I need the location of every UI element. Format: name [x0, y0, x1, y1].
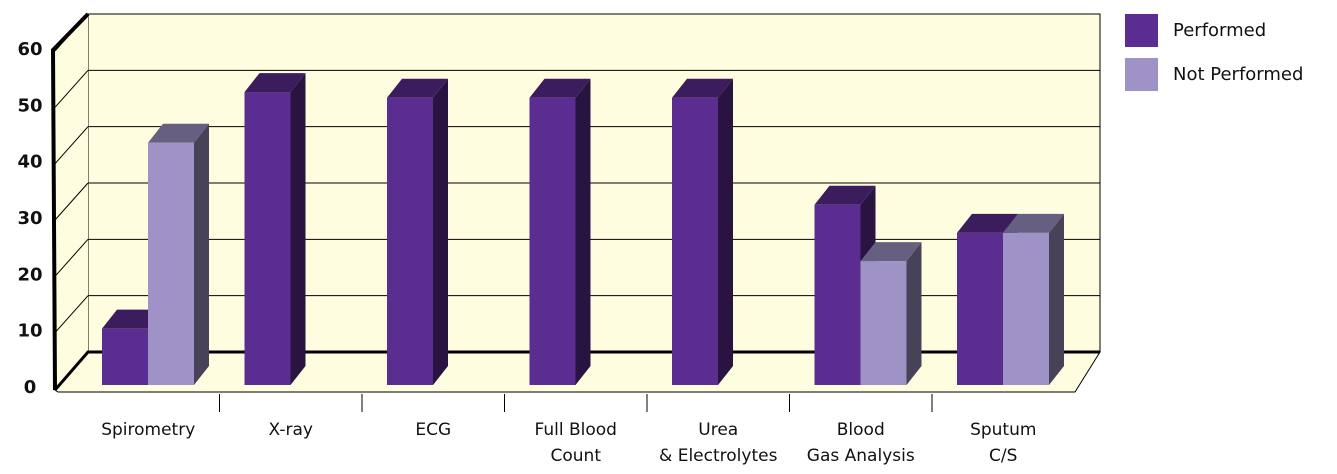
grid-line-side — [54, 295, 89, 333]
bar-side — [1049, 213, 1064, 385]
x-tick-label: Count — [551, 446, 602, 466]
x-tick-label: ECG — [415, 420, 451, 440]
bar-top — [244, 73, 306, 93]
y-tick-label: 40 — [17, 152, 42, 173]
bar-top — [814, 185, 876, 205]
x-tick-label: Spirometry — [101, 420, 195, 440]
grid-line-side — [54, 13, 89, 52]
bar-side — [433, 78, 448, 385]
bar-side — [290, 73, 306, 386]
bar — [1003, 232, 1049, 385]
legend-label: Performed — [1173, 20, 1266, 41]
bar-top — [102, 309, 163, 329]
grid-line-side — [54, 182, 89, 221]
bar-top — [672, 78, 733, 98]
bar — [244, 92, 291, 386]
x-tick-label: & Electrolytes — [659, 446, 778, 466]
bar — [148, 142, 194, 385]
y-tick-label: 30 — [17, 208, 42, 229]
bar-top — [387, 78, 448, 98]
x-tick-label: X-ray — [269, 420, 313, 440]
y-tick-label: 10 — [17, 321, 42, 342]
bar-top — [957, 213, 1018, 233]
legend-label: Not Performed — [1173, 64, 1303, 85]
bar-top — [1003, 213, 1064, 233]
bar-top — [148, 123, 209, 143]
y-tick-label: 50 — [17, 95, 42, 116]
bar — [672, 97, 718, 385]
grid-line-side — [54, 126, 89, 164]
grid-line-side — [54, 70, 89, 108]
bar-side — [718, 78, 733, 385]
bar-side — [194, 123, 209, 386]
x-tick-label: Urea — [698, 420, 738, 440]
legend-swatch — [1125, 14, 1158, 47]
y-tick-label: 60 — [17, 39, 42, 60]
bar — [814, 204, 861, 385]
y-tick-label: 20 — [17, 264, 42, 285]
legend-swatch — [1125, 58, 1158, 91]
x-tick-label: Gas Analysis — [807, 446, 915, 466]
bar — [860, 261, 907, 385]
x-tick-label: Blood — [837, 420, 885, 440]
y-tick-label: 0 — [24, 377, 37, 398]
left-axis-edge — [50, 12, 90, 391]
bar — [102, 328, 148, 385]
bar — [387, 97, 433, 385]
bar-side — [906, 242, 922, 385]
bar — [957, 232, 1003, 385]
bar-side — [575, 78, 591, 385]
bar-top — [529, 78, 591, 98]
grid-line-side — [54, 239, 89, 277]
bar — [529, 97, 576, 385]
x-tick-label: C/S — [989, 446, 1017, 466]
x-tick-label: Full Blood — [535, 420, 617, 440]
bar-top — [860, 242, 922, 262]
x-tick-label: Sputum — [970, 420, 1036, 440]
floor-edge — [53, 350, 1100, 391]
